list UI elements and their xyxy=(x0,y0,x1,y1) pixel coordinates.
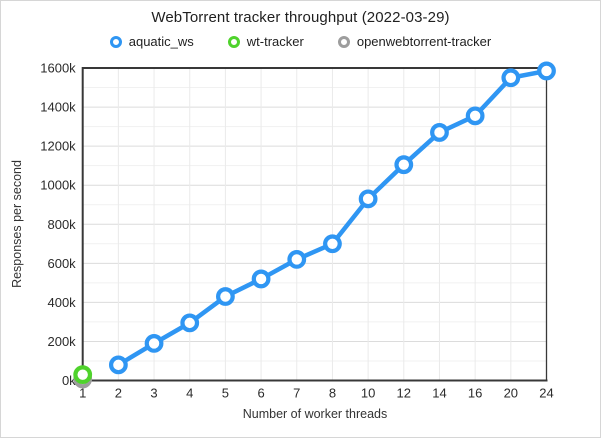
x-tick-label: 8 xyxy=(329,386,336,401)
legend-item-openwebtorrent-tracker[interactable]: openwebtorrent-tracker xyxy=(337,34,492,49)
x-tick-label: 20 xyxy=(504,386,518,401)
x-tick-label: 16 xyxy=(468,386,482,401)
legend-label: openwebtorrent-tracker xyxy=(356,34,492,49)
x-tick-label: 1 xyxy=(79,386,86,401)
x-tick-label: 3 xyxy=(150,386,157,401)
y-tick-label: 1200k xyxy=(40,139,76,154)
x-tick-label: 24 xyxy=(539,386,553,401)
y-tick-label: 1000k xyxy=(40,178,76,193)
x-tick-label: 2 xyxy=(115,386,122,401)
data-point-aquatic_ws xyxy=(358,189,378,209)
x-tick-label: 10 xyxy=(361,386,375,401)
legend-item-wt-tracker[interactable]: wt-tracker xyxy=(227,34,304,49)
data-point-aquatic_ws xyxy=(501,68,521,88)
x-tick-label: 7 xyxy=(293,386,300,401)
y-tick-label: 400k xyxy=(47,295,76,310)
y-tick-label: 0k xyxy=(62,373,76,388)
x-tick-label: 5 xyxy=(222,386,229,401)
data-point-wt-tracker xyxy=(73,365,93,385)
data-point-aquatic_ws xyxy=(108,355,128,375)
x-tick-label: 14 xyxy=(432,386,446,401)
data-point-aquatic_ws xyxy=(251,269,271,289)
data-point-aquatic_ws xyxy=(180,313,200,333)
legend-item-aquatic-ws[interactable]: aquatic_ws xyxy=(109,34,194,49)
legend-marker-ring-icon xyxy=(109,35,122,48)
y-axis-title: Responses per second xyxy=(10,160,24,288)
chart-title: WebTorrent tracker throughput (2022-03-2… xyxy=(151,9,450,26)
legend-marker-ring-icon xyxy=(227,35,240,48)
data-point-aquatic_ws xyxy=(287,250,307,269)
legend-label: aquatic_ws xyxy=(128,34,194,49)
data-point-aquatic_ws xyxy=(323,234,342,254)
y-tick-label: 200k xyxy=(47,334,76,349)
data-point-aquatic_ws xyxy=(144,333,164,353)
y-tick-label: 1400k xyxy=(40,100,76,115)
chart-legend: aquatic_ws wt-tracker openwebtorrent-tra… xyxy=(1,34,600,49)
legend-label: wt-tracker xyxy=(246,34,304,49)
x-axis-title: Number of worker threads xyxy=(242,407,388,421)
y-tick-label: 1600k xyxy=(40,61,76,76)
x-tick-label: 6 xyxy=(257,386,264,401)
data-point-aquatic_ws xyxy=(430,123,449,142)
x-tick-label: 12 xyxy=(397,386,411,401)
data-point-aquatic_ws xyxy=(537,61,556,81)
legend-marker-ring-icon xyxy=(337,35,350,48)
data-point-aquatic_ws xyxy=(216,287,235,306)
data-point-aquatic_ws xyxy=(394,155,414,175)
y-tick-label: 800k xyxy=(47,217,76,232)
x-tick-label: 4 xyxy=(186,386,193,401)
data-point-aquatic_ws xyxy=(465,106,485,126)
y-tick-label: 600k xyxy=(47,256,76,271)
